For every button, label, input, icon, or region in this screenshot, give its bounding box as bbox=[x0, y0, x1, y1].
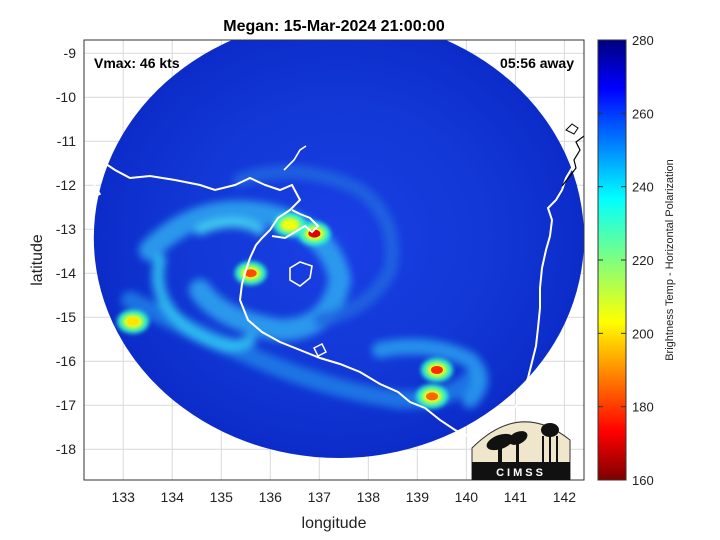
x-tick-label: 140 bbox=[455, 489, 479, 505]
microwave-swath bbox=[93, 40, 584, 458]
coastline-small-island bbox=[313, 343, 327, 357]
colorbar-tick-label: 280 bbox=[632, 33, 654, 48]
cold-core bbox=[430, 366, 443, 374]
colorbar-label: Brightness Temp - Horizontal Polarizatio… bbox=[664, 159, 676, 361]
cold-core bbox=[426, 392, 439, 401]
x-tick-label: 137 bbox=[308, 489, 332, 505]
rain-band bbox=[233, 165, 399, 327]
cold-core bbox=[127, 317, 140, 326]
logo-band bbox=[472, 462, 570, 480]
x-axis-label: longitude bbox=[302, 515, 367, 532]
cimss-logo: CIMSS bbox=[471, 421, 571, 481]
time-annotation: 05:56 away bbox=[500, 55, 574, 71]
y-tick-label: -13 bbox=[56, 221, 76, 237]
x-tick-label: 139 bbox=[406, 489, 430, 505]
vmax-annotation: Vmax: 46 kts bbox=[94, 55, 180, 71]
y-tick-label: -18 bbox=[56, 441, 76, 457]
colorbar-tick-label: 200 bbox=[632, 326, 654, 341]
coastline-peninsula bbox=[283, 145, 307, 171]
x-tick-label: 142 bbox=[553, 489, 577, 505]
satellite-dish-icon bbox=[486, 431, 528, 462]
x-tick-label: 135 bbox=[210, 489, 234, 505]
axes-box bbox=[83, 39, 585, 481]
y-axis-label: latitude bbox=[29, 234, 46, 286]
y-tick-label: -16 bbox=[56, 353, 76, 369]
colorbar-tick-label: 180 bbox=[632, 400, 654, 415]
coastline bbox=[84, 123, 584, 440]
coastline-gulf bbox=[271, 209, 320, 240]
y-tick-label: -10 bbox=[56, 89, 76, 105]
coastline-gulf-edge bbox=[565, 123, 579, 135]
y-tick-label: -17 bbox=[56, 397, 76, 413]
coastline-northwest bbox=[84, 145, 109, 199]
x-tick-label: 141 bbox=[504, 489, 528, 505]
rain-band bbox=[195, 217, 265, 235]
x-tick-label: 133 bbox=[112, 489, 136, 505]
y-tick-label: -14 bbox=[56, 265, 76, 281]
y-tick-label: -11 bbox=[57, 133, 76, 149]
x-tick-label: 138 bbox=[357, 489, 381, 505]
rain-band bbox=[372, 338, 488, 408]
coastline-north bbox=[84, 149, 581, 440]
coastline-island bbox=[289, 261, 313, 287]
logo-text: CIMSS bbox=[496, 467, 546, 479]
coastline-cape bbox=[561, 135, 584, 187]
y-tick-labels: -9 -10 -11 -12 -13 -14 -15 -16 -17 -18 bbox=[56, 45, 76, 457]
y-tick-label: -15 bbox=[56, 309, 76, 325]
colorbar-tick-label: 260 bbox=[632, 106, 654, 121]
chart-title: Megan: 15-Mar-2024 21:00:00 bbox=[223, 18, 445, 35]
cold-core bbox=[283, 220, 296, 229]
x-tick-label: 134 bbox=[161, 489, 185, 505]
water-tower-icon bbox=[541, 423, 559, 462]
colorbar-tick-label: 240 bbox=[632, 180, 654, 195]
y-tick-label: -9 bbox=[64, 45, 77, 61]
colorbar-ticks: 160 180 200 220 240 260 280 bbox=[598, 33, 654, 488]
colorbar-tick-label: 220 bbox=[632, 253, 654, 268]
x-tick-label: 136 bbox=[259, 489, 283, 505]
colorbar-tick-label: 160 bbox=[632, 473, 654, 488]
y-tick-label: -12 bbox=[56, 177, 76, 193]
cold-core bbox=[244, 269, 257, 278]
rain-band bbox=[152, 254, 256, 352]
x-tick-labels: 133 134 135 136 137 138 139 140 141 142 bbox=[112, 489, 577, 505]
